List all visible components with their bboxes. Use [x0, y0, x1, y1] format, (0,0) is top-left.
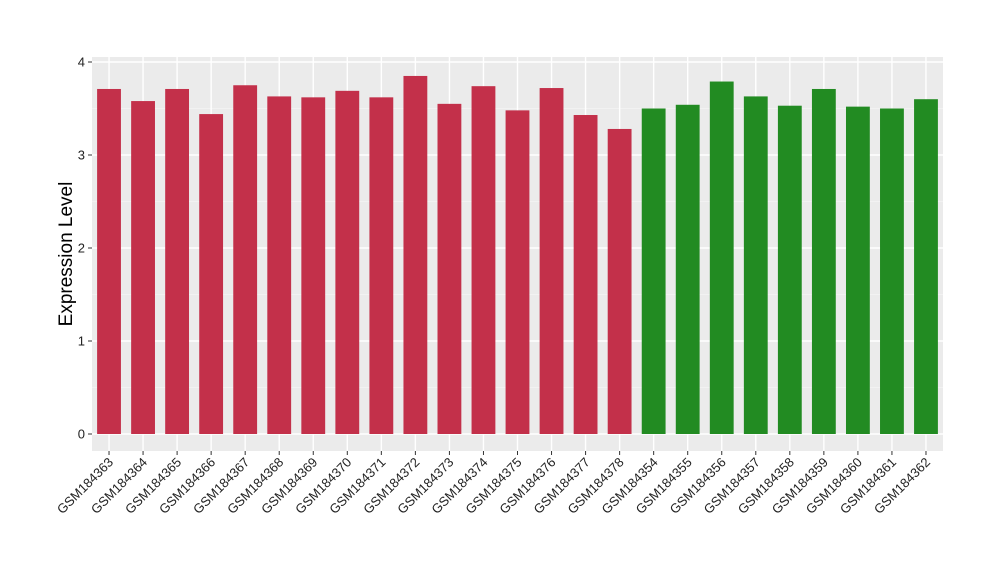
bar-GSM184373 — [437, 103, 462, 434]
bar-GSM184355 — [675, 104, 700, 434]
bar-GSM184364 — [131, 101, 155, 434]
bar-GSM184366 — [199, 114, 224, 434]
y-axis: 0 1 2 3 4 — [78, 55, 92, 442]
bar-GSM184378 — [607, 128, 632, 434]
bar-GSM184377 — [573, 115, 598, 434]
bar-GSM184360 — [845, 106, 870, 434]
y-axis-title: Expression Level — [56, 182, 77, 327]
y-tick-label: 1 — [78, 334, 85, 349]
bars — [97, 75, 938, 435]
bar-GSM184365 — [165, 88, 190, 434]
bar-GSM184362 — [914, 99, 938, 434]
y-tick-label: 0 — [78, 427, 85, 442]
bar-GSM184367 — [233, 85, 258, 434]
y-tick-label: 3 — [78, 148, 85, 163]
bar-GSM184371 — [369, 97, 394, 434]
bar-GSM184376 — [539, 88, 564, 434]
bar-GSM184359 — [811, 88, 836, 434]
x-axis: GSM184363GSM184364GSM184365GSM184366GSM1… — [54, 451, 933, 517]
bar-GSM184357 — [743, 96, 768, 434]
bar-GSM184370 — [335, 90, 360, 434]
y-tick-label: 4 — [78, 55, 85, 70]
bar-GSM184375 — [505, 110, 530, 435]
bar-GSM184358 — [777, 105, 802, 435]
bar-GSM184369 — [301, 97, 326, 434]
bar-GSM184374 — [471, 86, 496, 435]
bar-GSM184372 — [403, 75, 428, 434]
bar-GSM184363 — [97, 88, 121, 434]
bar-GSM184361 — [880, 108, 904, 434]
bar-GSM184354 — [641, 108, 666, 434]
y-tick-label: 2 — [78, 241, 85, 256]
bar-GSM184368 — [267, 96, 292, 434]
bar-GSM184356 — [709, 81, 734, 434]
